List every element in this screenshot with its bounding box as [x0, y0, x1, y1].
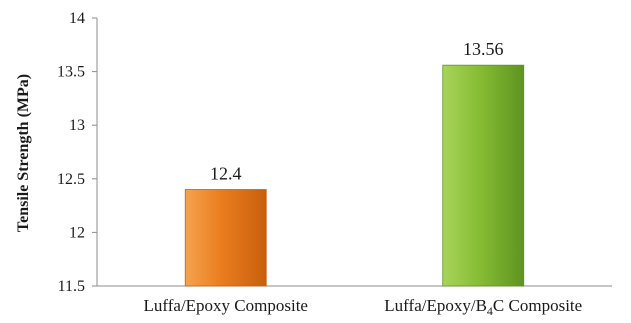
y-tick-label: 11.5: [58, 278, 85, 295]
y-tick-label: 12: [69, 224, 85, 241]
data-label-1: 12.4: [210, 164, 242, 184]
y-tick-label: 13.5: [57, 64, 85, 81]
bar-2: [442, 64, 525, 287]
y-tick-label: 12.5: [57, 171, 85, 188]
bar-1: [184, 189, 267, 287]
y-tick-label: 14: [69, 10, 85, 27]
data-label-2: 13.56: [463, 39, 504, 59]
category-label-1: Luffa/Epoxy Composite: [144, 296, 308, 315]
category-label-2: Luffa/Epoxy/B4C Composite: [384, 296, 582, 318]
y-axis-label: Tensile Strength (MPa): [15, 74, 32, 232]
y-tick-label: 13: [69, 117, 85, 134]
